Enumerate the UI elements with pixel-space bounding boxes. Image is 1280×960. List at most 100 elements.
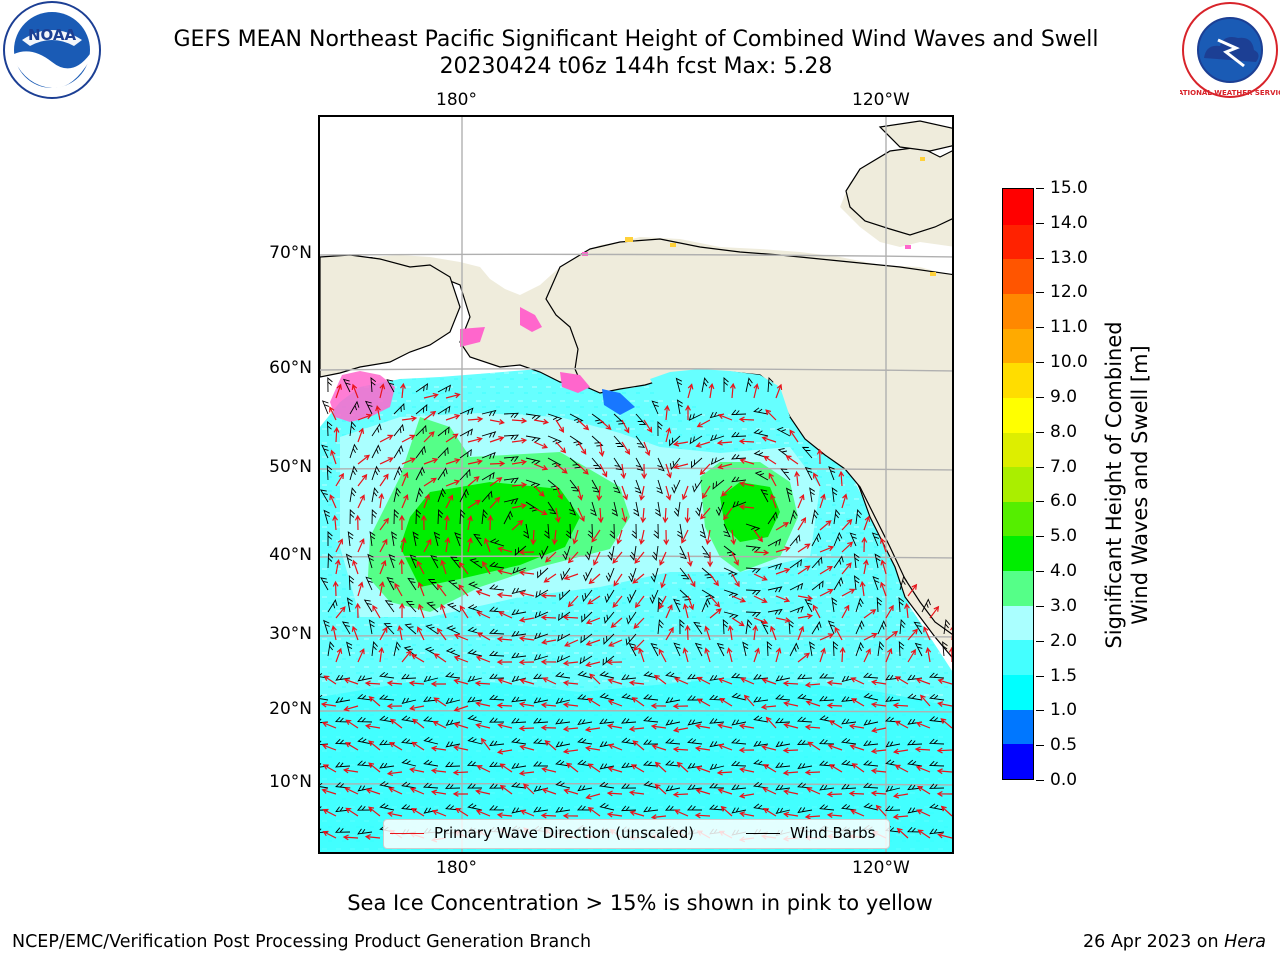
wave-arrow [762, 808, 777, 817]
wave-arrow [797, 517, 807, 531]
svg-text:NOAA: NOAA [28, 26, 77, 44]
wave-arrow [632, 740, 645, 751]
wind-barb [722, 619, 729, 635]
wave-arrow [694, 745, 711, 752]
wave-arrow [879, 581, 887, 597]
wind-barb [356, 716, 373, 723]
wind-barb [511, 675, 527, 683]
wave-arrow [440, 559, 447, 575]
wind-barb [731, 476, 747, 483]
wave-arrow [409, 767, 425, 773]
wave-arrow [388, 787, 403, 795]
wave-arrow [694, 812, 711, 819]
wave-arrow [727, 624, 734, 641]
wave-arrow [948, 646, 952, 663]
wave-arrow [436, 627, 447, 641]
wave-arrow [467, 499, 481, 509]
wave-arrow [329, 494, 337, 509]
wind-barb [885, 785, 901, 792]
wind-barb [874, 553, 881, 569]
wave-arrow [850, 677, 865, 685]
wind-barb [326, 465, 333, 481]
wave-arrow [554, 507, 561, 524]
wave-arrow [628, 789, 645, 796]
wave-arrow [716, 439, 733, 446]
colorbar-tick [1036, 396, 1044, 398]
wave-arrow [797, 543, 811, 553]
wave-arrow [351, 625, 359, 641]
wave-arrow [753, 549, 770, 556]
wind-barb [320, 762, 329, 768]
wind-barb [643, 671, 659, 679]
wave-arrow [459, 605, 469, 619]
wave-arrow [762, 787, 777, 795]
lat-label-60n: 60°N [269, 358, 312, 378]
wind-barb [841, 737, 857, 745]
wave-arrow [423, 493, 431, 509]
wave-arrow [726, 647, 733, 663]
wind-barb [731, 454, 747, 460]
wave-arrow [621, 419, 630, 434]
wave-arrow [386, 703, 403, 710]
wind-barb [577, 737, 593, 745]
wind-barb [709, 434, 725, 442]
wind-barb [789, 642, 799, 657]
wind-barb [811, 556, 823, 569]
wind-barb [841, 696, 857, 702]
wave-arrow [397, 625, 403, 641]
wave-arrow [916, 809, 931, 817]
wind-barb [723, 611, 739, 620]
wave-arrow [752, 624, 759, 641]
wave-arrow [562, 614, 579, 621]
wind-barb [323, 509, 330, 525]
wave-arrow [343, 705, 359, 712]
wave-arrow [357, 538, 365, 553]
wind-barb [393, 444, 404, 459]
wind-barb [356, 760, 373, 767]
wave-arrow [599, 419, 612, 431]
wave-arrow [819, 520, 832, 531]
wave-arrow [674, 809, 689, 817]
wind-barb [833, 576, 844, 591]
wind-barb [679, 567, 690, 580]
wind-barb [819, 784, 835, 791]
wave-arrow [379, 559, 387, 575]
wave-arrow [467, 416, 484, 423]
wind-barb [631, 523, 637, 540]
wind-barb [665, 719, 681, 726]
wave-arrow [597, 507, 604, 524]
wind-barb [635, 435, 646, 448]
wave-arrow [436, 583, 447, 597]
wave-arrow [389, 718, 403, 729]
wave-arrow [357, 427, 365, 443]
wave-arrow [540, 614, 557, 621]
nws-logo: NATIONAL WEATHER SERVICE [1172, 0, 1280, 100]
wave-arrow [875, 804, 887, 817]
wave-arrow [401, 415, 418, 422]
wind-barb [423, 696, 439, 702]
wave-arrow [743, 694, 755, 707]
colorbar-tick-label: 4.0 [1050, 561, 1078, 582]
sea-ice-note: Sea Ice Concentration > 15% is shown in … [0, 891, 1280, 915]
wave-arrow [394, 582, 403, 597]
wind-barb [797, 739, 813, 745]
wave-arrow [630, 764, 645, 773]
wind-barb [450, 556, 461, 569]
wave-arrow [321, 721, 337, 729]
wind-barb [467, 714, 483, 723]
wave-arrow [838, 470, 845, 487]
wind-barb [523, 523, 530, 539]
wave-arrow [453, 722, 469, 729]
wind-barb [899, 618, 906, 635]
wave-arrow [420, 514, 427, 531]
wind-barb [767, 511, 778, 525]
wave-arrow [489, 477, 503, 487]
colorbar-tick-label: 13.0 [1050, 247, 1088, 268]
wind-barb [569, 413, 584, 424]
wave-arrow [354, 514, 361, 531]
wave-arrow [658, 648, 667, 663]
wave-arrow [696, 419, 711, 428]
wave-arrow [511, 519, 524, 531]
wave-arrow [923, 626, 931, 641]
wind-barb [665, 738, 681, 745]
